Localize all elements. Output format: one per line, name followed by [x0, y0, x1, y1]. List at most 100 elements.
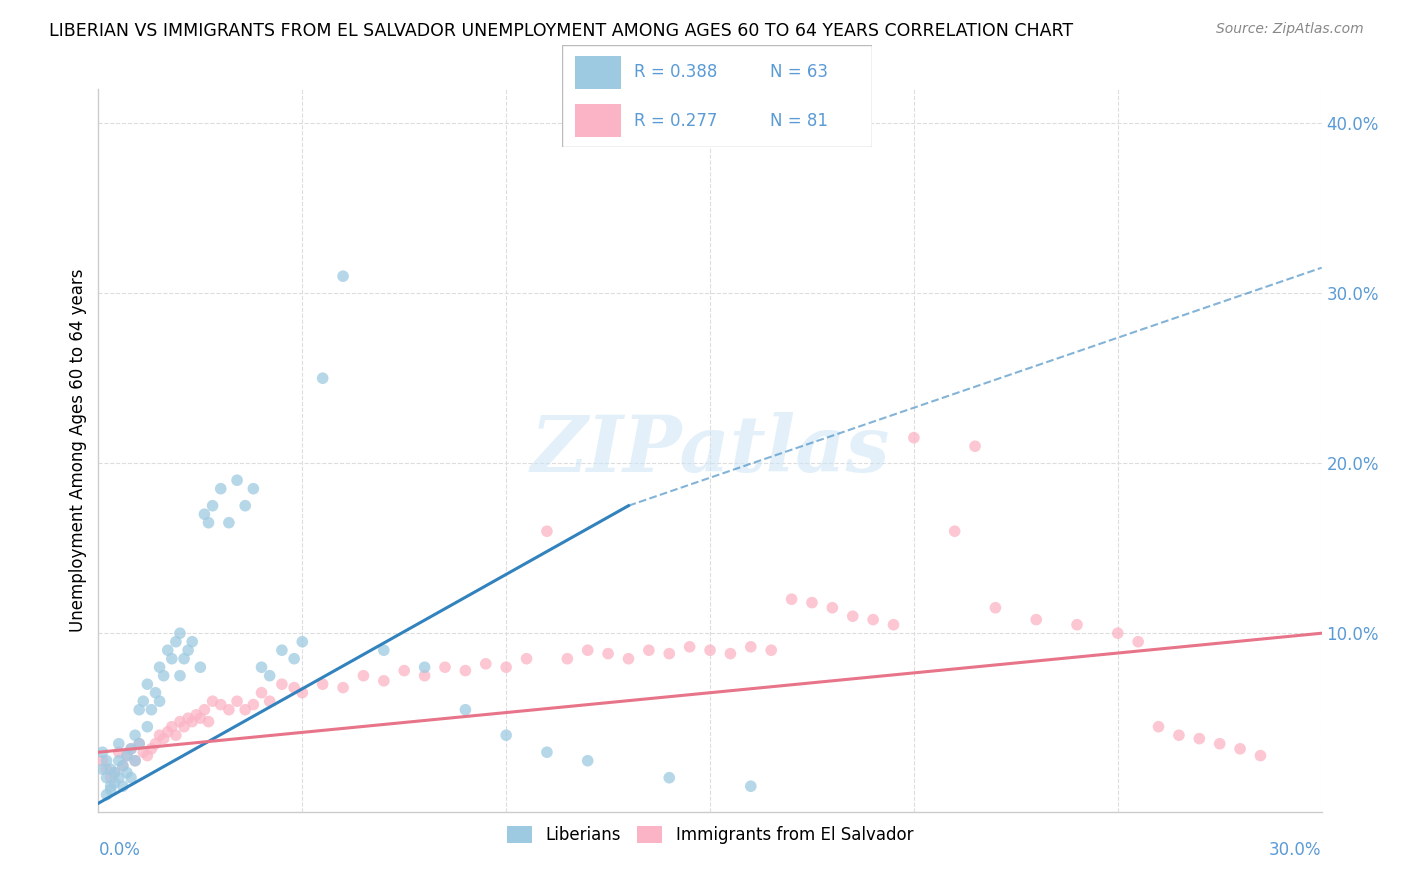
Text: 30.0%: 30.0%: [1270, 840, 1322, 859]
Point: [111, 759, 134, 773]
Point: [312, 677, 335, 691]
Point: [201, 694, 224, 708]
Point: [209, 482, 232, 496]
Point: [270, 643, 294, 657]
Point: [173, 720, 195, 734]
Point: [1249, 748, 1271, 763]
Point: [111, 779, 134, 793]
Point: [149, 660, 172, 674]
Point: [658, 647, 681, 661]
Point: [108, 754, 131, 768]
Point: [181, 634, 204, 648]
Point: [169, 626, 191, 640]
Point: [291, 634, 314, 648]
Point: [100, 771, 122, 785]
Text: N = 63: N = 63: [769, 63, 828, 81]
Point: [169, 669, 191, 683]
Point: [1066, 617, 1088, 632]
Y-axis label: Unemployment Among Ages 60 to 64 years: Unemployment Among Ages 60 to 64 years: [69, 268, 87, 632]
Point: [152, 669, 174, 683]
Point: [209, 698, 232, 712]
Point: [392, 664, 416, 678]
Point: [136, 720, 159, 734]
Point: [149, 694, 172, 708]
Point: [883, 617, 905, 632]
Point: [718, 647, 742, 661]
Point: [132, 745, 155, 759]
Point: [115, 765, 138, 780]
Point: [160, 720, 183, 734]
Point: [120, 741, 142, 756]
Text: R = 0.388: R = 0.388: [634, 63, 717, 81]
Text: LIBERIAN VS IMMIGRANTS FROM EL SALVADOR UNEMPLOYMENT AMONG AGES 60 TO 64 YEARS C: LIBERIAN VS IMMIGRANTS FROM EL SALVADOR …: [49, 22, 1073, 40]
Point: [965, 439, 987, 453]
Point: [495, 660, 517, 674]
Point: [91, 754, 114, 768]
Point: [841, 609, 863, 624]
Point: [903, 431, 925, 445]
Point: [169, 714, 191, 729]
Text: Source: ZipAtlas.com: Source: ZipAtlas.com: [1216, 22, 1364, 37]
Point: [598, 647, 620, 661]
Point: [193, 703, 215, 717]
Point: [576, 754, 599, 768]
Point: [218, 516, 240, 530]
Text: R = 0.277: R = 0.277: [634, 112, 717, 129]
Point: [536, 524, 558, 539]
Point: [201, 499, 224, 513]
Point: [160, 651, 183, 665]
Point: [104, 765, 127, 780]
Point: [128, 703, 150, 717]
Point: [136, 677, 159, 691]
Point: [780, 592, 803, 607]
Point: [104, 776, 127, 790]
Point: [413, 660, 436, 674]
Point: [165, 634, 187, 648]
Point: [128, 737, 150, 751]
Point: [617, 651, 640, 665]
Point: [434, 660, 457, 674]
Point: [218, 703, 240, 717]
Point: [637, 643, 661, 657]
Point: [100, 782, 122, 797]
Point: [145, 686, 167, 700]
Point: [801, 596, 824, 610]
Point: [124, 754, 146, 768]
Point: [188, 711, 212, 725]
Point: [373, 673, 395, 688]
Point: [312, 371, 335, 385]
Point: [197, 516, 219, 530]
Point: [177, 643, 200, 657]
Point: [193, 507, 215, 521]
Text: 0.0%: 0.0%: [98, 840, 141, 859]
FancyBboxPatch shape: [562, 45, 872, 147]
Point: [1167, 728, 1189, 742]
Point: [1025, 613, 1047, 627]
Point: [141, 741, 163, 756]
Point: [91, 762, 114, 776]
Point: [226, 473, 249, 487]
Point: [555, 651, 579, 665]
Point: [761, 643, 783, 657]
Point: [1147, 720, 1170, 734]
Point: [124, 728, 146, 742]
Point: [250, 686, 273, 700]
Point: [862, 613, 884, 627]
Point: [1107, 626, 1129, 640]
Point: [100, 779, 122, 793]
Point: [259, 669, 281, 683]
Point: [156, 724, 179, 739]
Point: [373, 643, 395, 657]
Point: [1128, 634, 1150, 648]
Point: [96, 771, 118, 785]
Point: [145, 737, 167, 751]
Point: [96, 788, 118, 802]
Point: [141, 703, 163, 717]
Point: [173, 651, 195, 665]
Point: [679, 640, 702, 654]
Point: [536, 745, 558, 759]
Legend: Liberians, Immigrants from El Salvador: Liberians, Immigrants from El Salvador: [501, 819, 920, 850]
Point: [658, 771, 681, 785]
Point: [259, 694, 281, 708]
Point: [233, 703, 256, 717]
